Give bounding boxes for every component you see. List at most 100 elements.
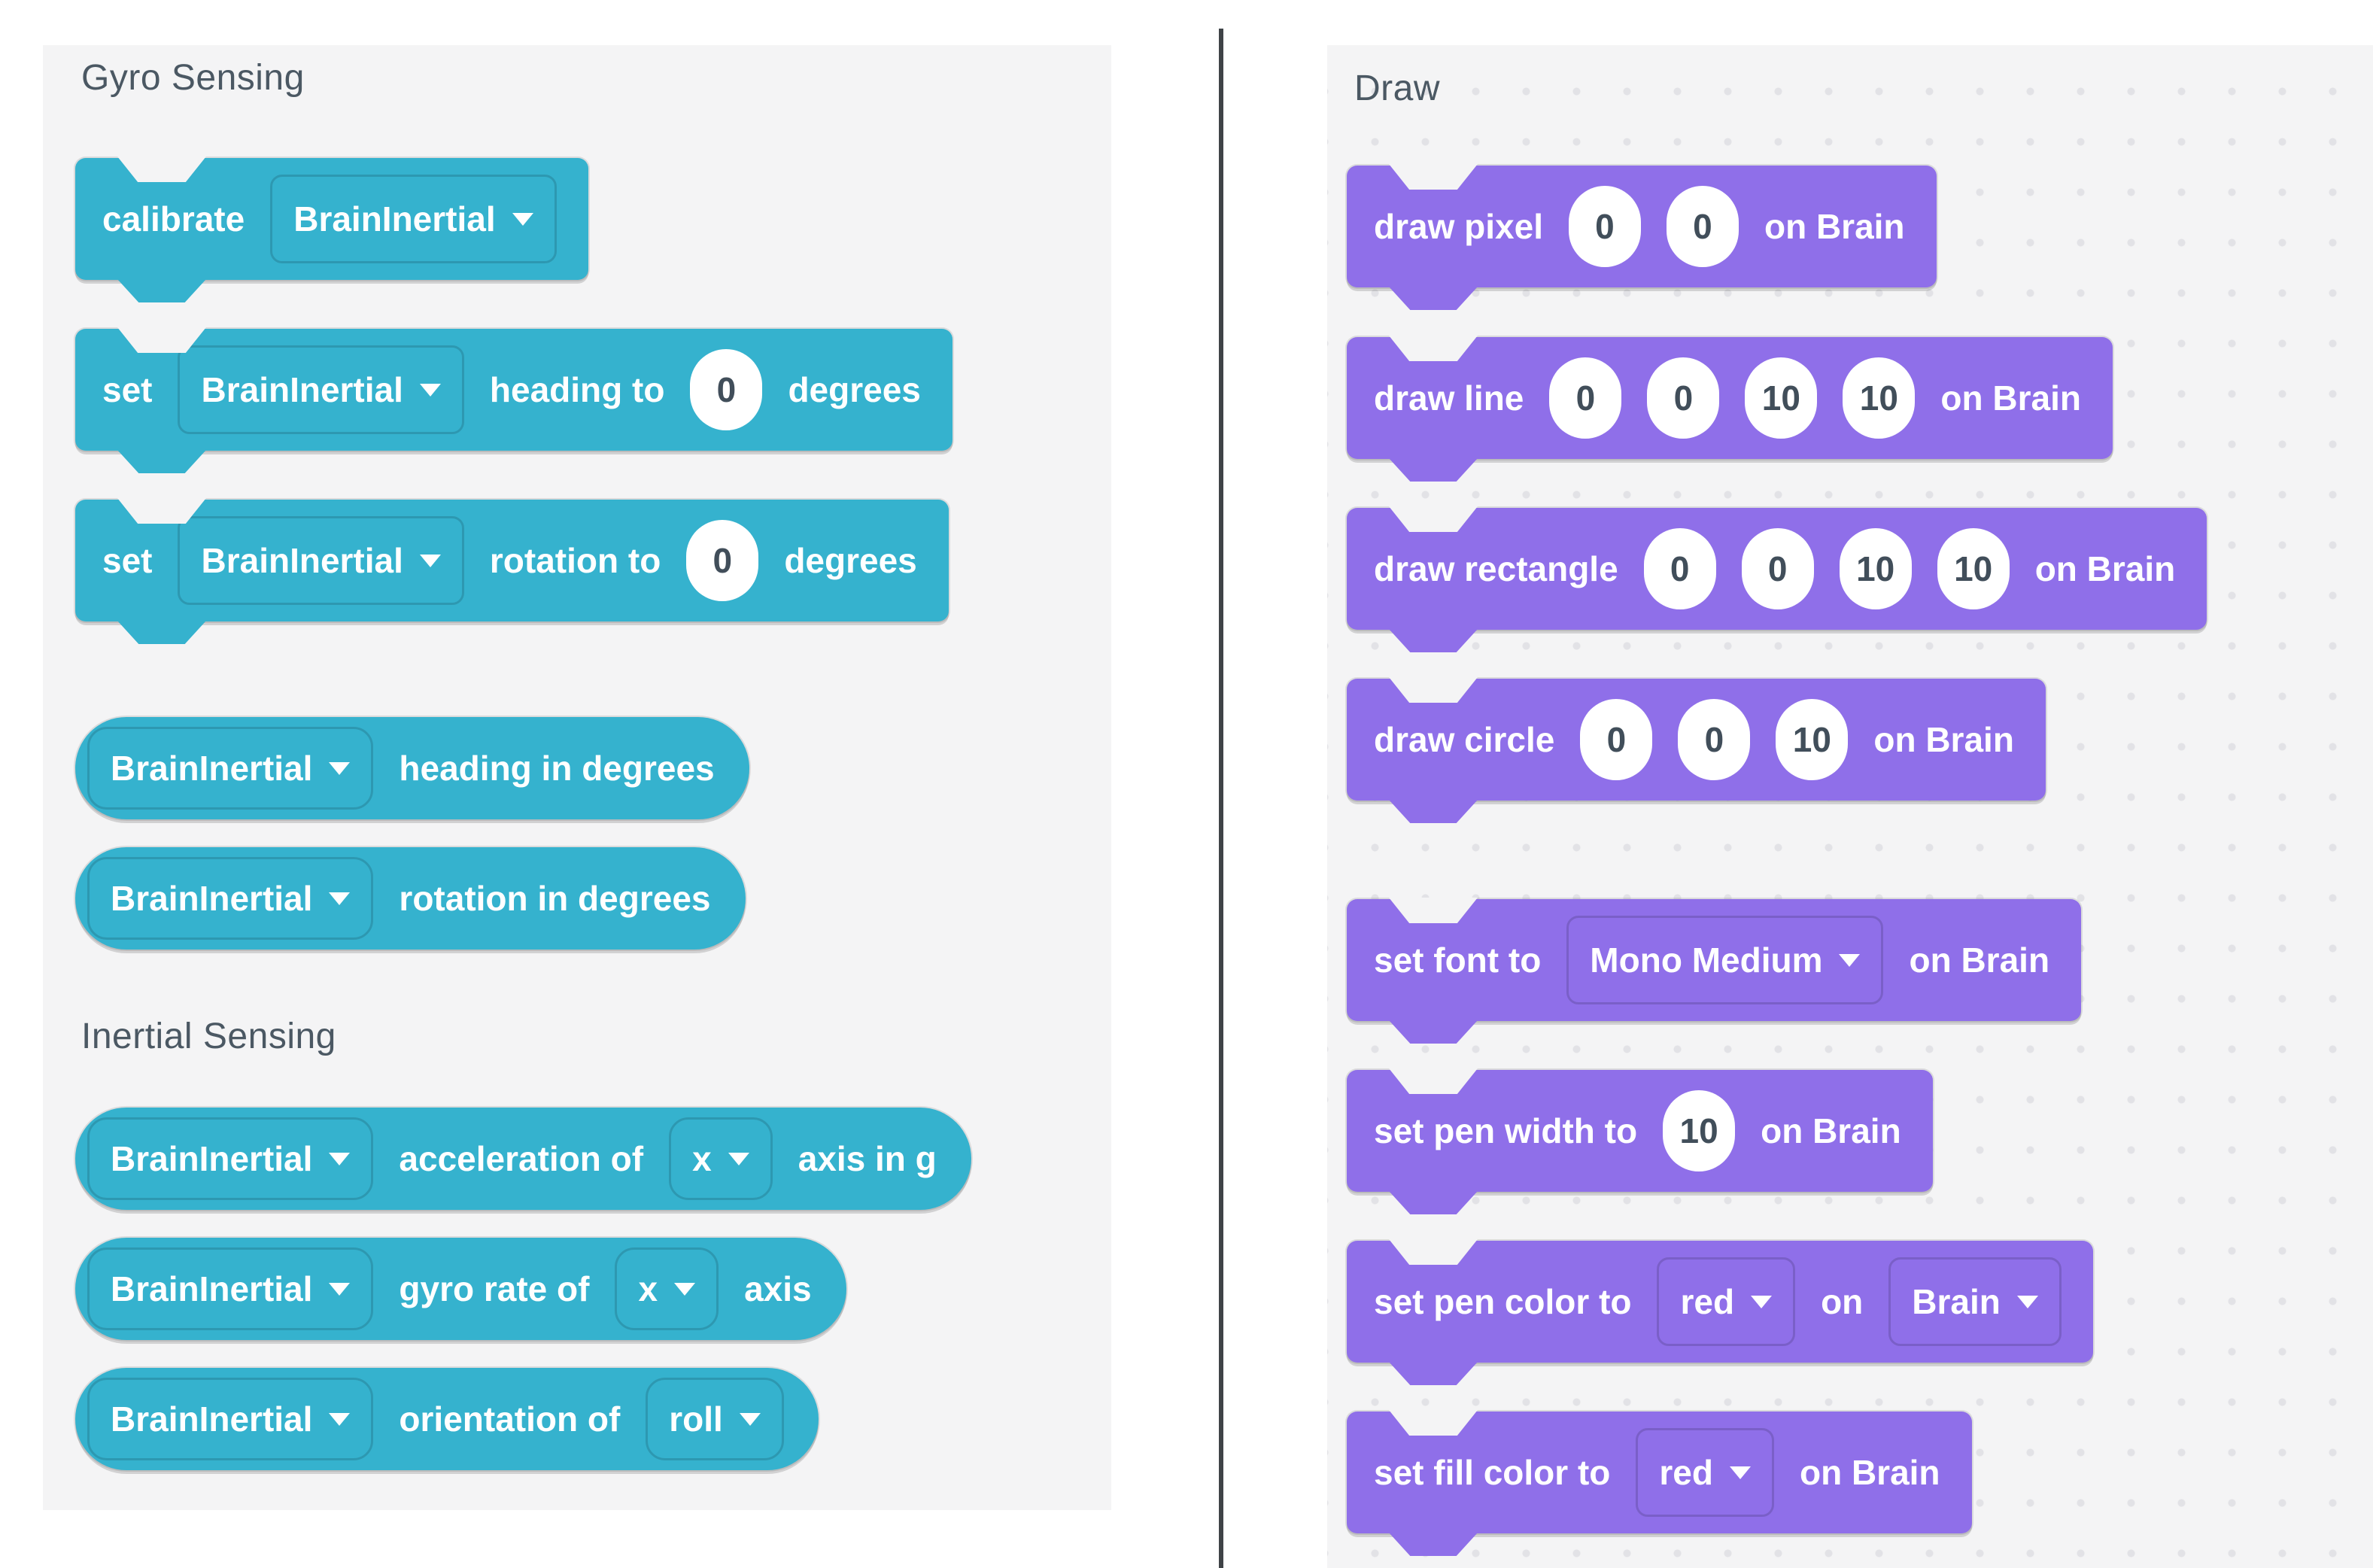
rotation-in-degrees-device-dropdown[interactable]: BrainInertial: [87, 857, 374, 940]
dropdown-value: red: [1659, 1453, 1713, 1492]
chevron-down-icon: [329, 1282, 351, 1296]
chevron-down-icon: [512, 212, 533, 226]
acceleration-of-device-dropdown[interactable]: BrainInertial: [87, 1117, 374, 1200]
set-font-label: set font to: [1374, 940, 1542, 980]
dropdown-value: x: [692, 1139, 712, 1178]
panel-divider: [1219, 29, 1223, 1568]
draw-pixel-block[interactable]: draw pixel 0 0 on Brain: [1347, 164, 1937, 310]
set-font-font-dropdown[interactable]: Mono Medium: [1566, 916, 1884, 1004]
draw-circle-block[interactable]: draw circle 0 0 10 on Brain: [1347, 677, 2046, 823]
draw-line-y2-input[interactable]: 10: [1843, 357, 1916, 439]
chevron-down-icon: [2016, 1295, 2038, 1308]
draw-pixel-y-input[interactable]: 0: [1666, 186, 1739, 267]
set-heading-device-dropdown[interactable]: BrainInertial: [178, 345, 464, 434]
gyro-sensing-title: Gyro Sensing: [81, 58, 305, 98]
acceleration-of-block[interactable]: BrainInertial acceleration of x axis in g: [75, 1108, 971, 1210]
set-rotation-block[interactable]: set BrainInertial rotation to 0 degrees: [75, 498, 949, 644]
draw-line-x2-input[interactable]: 10: [1745, 357, 1818, 439]
gyro-rate-of-device-dropdown[interactable]: BrainInertial: [87, 1247, 374, 1330]
set-fill-color-fill-color-dropdown[interactable]: red: [1636, 1428, 1774, 1517]
orientation-of-block[interactable]: BrainInertial orientation of roll: [75, 1368, 819, 1470]
chevron-down-icon: [419, 383, 441, 397]
dropdown-value: red: [1680, 1282, 1735, 1321]
dropdown-value: BrainInertial: [201, 541, 403, 580]
dropdown-value: BrainInertial: [293, 199, 496, 239]
draw-palette-panel: [1327, 45, 2373, 1568]
block-notch: [1389, 506, 1478, 532]
draw-pixel-x-input[interactable]: 0: [1568, 186, 1641, 267]
chevron-down-icon: [728, 1152, 749, 1165]
calibrate-device-dropdown[interactable]: BrainInertial: [270, 175, 557, 263]
gyro-rate-of-label: gyro rate of: [399, 1269, 590, 1308]
set-rotation-label: set: [102, 541, 153, 580]
set-heading-block[interactable]: set BrainInertial heading to 0 degrees: [75, 327, 953, 473]
draw-pixel-label: on Brain: [1764, 207, 1905, 246]
chevron-down-icon: [329, 1152, 351, 1165]
set-rotation-label: degrees: [784, 541, 917, 580]
block-notch: [1389, 1068, 1478, 1094]
acceleration-of-axis-dropdown[interactable]: x: [669, 1117, 773, 1200]
draw-circle-y-input[interactable]: 0: [1678, 699, 1751, 780]
block-notch: [1389, 164, 1478, 190]
set-heading-label: heading to: [489, 370, 665, 409]
block-notch: [1389, 1239, 1478, 1265]
chevron-down-icon: [739, 1412, 761, 1426]
block-notch: [1389, 677, 1478, 703]
block-notch: [1389, 336, 1478, 361]
draw-line-block[interactable]: draw line 0 0 10 10 on Brain: [1347, 336, 2113, 482]
set-rotation-rotation-value-input[interactable]: 0: [686, 520, 759, 601]
set-rotation-device-dropdown[interactable]: BrainInertial: [178, 516, 464, 605]
set-pen-color-pen-color-dropdown[interactable]: red: [1657, 1257, 1796, 1346]
draw-circle-radius-input[interactable]: 10: [1776, 699, 1849, 780]
draw-rectangle-label: draw rectangle: [1374, 549, 1618, 588]
set-heading-heading-value-input[interactable]: 0: [690, 349, 763, 430]
dropdown-value: BrainInertial: [111, 749, 313, 788]
set-heading-label: degrees: [788, 370, 921, 409]
draw-rectangle-x-input[interactable]: 0: [1643, 528, 1716, 609]
set-pen-width-pen-width-input[interactable]: 10: [1663, 1090, 1736, 1171]
draw-rectangle-label: on Brain: [2034, 549, 2176, 588]
draw-circle-x-input[interactable]: 0: [1580, 699, 1653, 780]
acceleration-of-label: acceleration of: [399, 1139, 644, 1178]
chevron-down-icon: [329, 761, 351, 775]
dropdown-value: BrainInertial: [111, 1399, 313, 1439]
chevron-down-icon: [1839, 953, 1861, 967]
draw-rectangle-y-input[interactable]: 0: [1741, 528, 1814, 609]
set-fill-color-label: set fill color to: [1374, 1453, 1611, 1492]
heading-in-degrees-block[interactable]: BrainInertial heading in degrees: [75, 717, 749, 819]
gyro-rate-of-axis-dropdown[interactable]: x: [615, 1247, 719, 1330]
orientation-of-orientation-dropdown[interactable]: roll: [646, 1378, 784, 1460]
calibrate-label: calibrate: [102, 199, 245, 239]
rotation-in-degrees-block[interactable]: BrainInertial rotation in degrees: [75, 847, 746, 950]
dropdown-value: BrainInertial: [201, 370, 403, 409]
orientation-of-device-dropdown[interactable]: BrainInertial: [87, 1378, 374, 1460]
chevron-down-icon: [1751, 1295, 1773, 1308]
draw-rectangle-width-input[interactable]: 10: [1839, 528, 1912, 609]
draw-line-x1-input[interactable]: 0: [1549, 357, 1622, 439]
set-pen-width-block[interactable]: set pen width to 10 on Brain: [1347, 1068, 1933, 1214]
chevron-down-icon: [1729, 1466, 1751, 1479]
draw-line-label: on Brain: [1940, 378, 2081, 418]
set-pen-color-label: set pen color to: [1374, 1282, 1632, 1321]
draw-title: Draw: [1354, 68, 1441, 108]
rotation-in-degrees-label: rotation in degrees: [399, 879, 711, 918]
set-pen-color-block[interactable]: set pen color to red on Brain: [1347, 1239, 2093, 1385]
gyro-rate-of-block[interactable]: BrainInertial gyro rate of x axis: [75, 1238, 846, 1340]
draw-circle-label: on Brain: [1873, 720, 2014, 759]
set-fill-color-block[interactable]: set fill color to red on Brain: [1347, 1410, 1972, 1556]
heading-in-degrees-device-dropdown[interactable]: BrainInertial: [87, 727, 374, 810]
set-pen-color-label: on: [1821, 1282, 1864, 1321]
draw-pixel-label: draw pixel: [1374, 207, 1543, 246]
draw-circle-label: draw circle: [1374, 720, 1555, 759]
draw-rectangle-block[interactable]: draw rectangle 0 0 10 10 on Brain: [1347, 506, 2207, 652]
draw-rectangle-height-input[interactable]: 10: [1937, 528, 2010, 609]
draw-line-y1-input[interactable]: 0: [1647, 357, 1720, 439]
dropdown-value: x: [638, 1269, 658, 1308]
draw-line-label: draw line: [1374, 378, 1524, 418]
calibrate-block[interactable]: calibrate BrainInertial: [75, 156, 588, 302]
orientation-of-label: orientation of: [399, 1399, 621, 1439]
set-font-block[interactable]: set font to Mono Medium on Brain: [1347, 898, 2082, 1044]
chevron-down-icon: [329, 1412, 351, 1426]
set-rotation-label: rotation to: [489, 541, 661, 580]
set-pen-color-device-dropdown[interactable]: Brain: [1888, 1257, 2062, 1346]
